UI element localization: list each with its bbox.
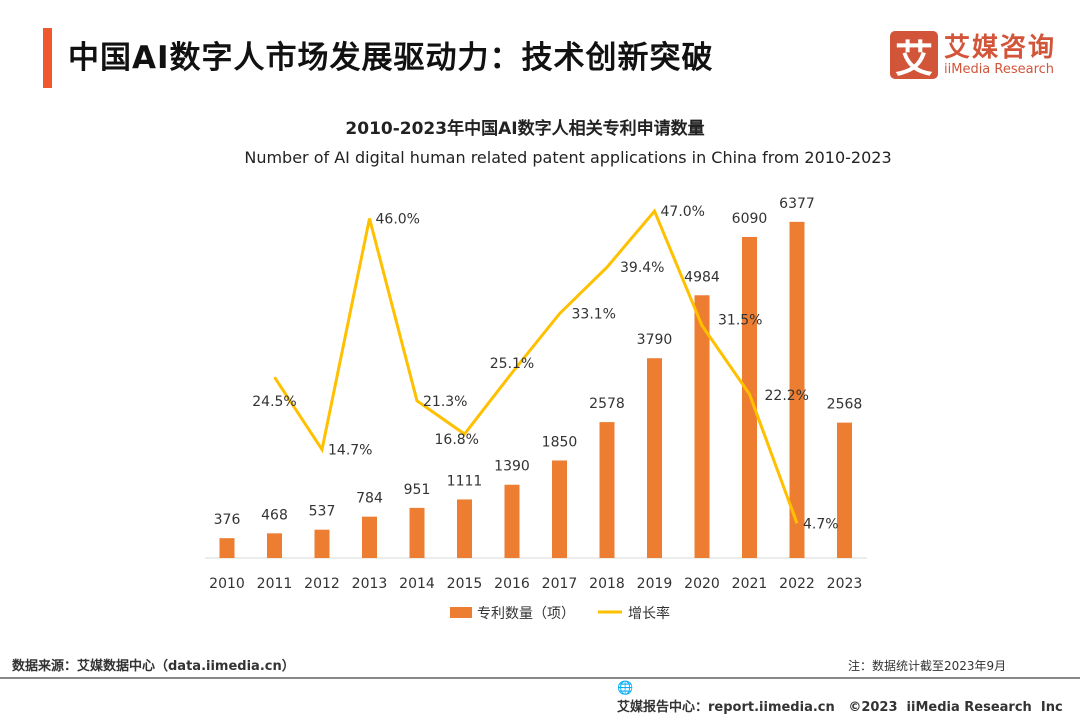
x-tick-label: 2021 (732, 576, 768, 592)
footer-divider (0, 677, 1080, 679)
bar-label: 1111 (447, 473, 483, 489)
bar-label: 4984 (684, 269, 720, 285)
x-tick-label: 2013 (352, 576, 388, 592)
title-accent-bar (43, 28, 52, 88)
bar (837, 422, 852, 558)
growth-label: 39.4% (620, 260, 664, 276)
x-tick-label: 2020 (684, 576, 720, 592)
x-tick-label: 2023 (827, 576, 863, 592)
growth-label: 31.5% (718, 313, 762, 329)
x-tick-label: 2019 (637, 576, 673, 592)
growth-label: 46.0% (376, 212, 420, 228)
legend-line-label: 增长率 (628, 605, 670, 622)
chart-subtitle: Number of AI digital human related paten… (244, 148, 892, 167)
footer-text: 艾媒报告中心：report.iimedia.cn ©2023 iiMedia R… (617, 700, 1063, 715)
data-note: 注：数据统计截至2023年9月 (848, 659, 1007, 673)
bar (647, 358, 662, 558)
footer-report: 🌐 艾媒报告中心：report.iimedia.cn ©2023 iiMedia… (617, 681, 1080, 715)
bar (789, 221, 805, 558)
data-source: 数据来源：艾媒数据中心（data.iimedia.cn） (12, 659, 295, 674)
x-tick-label: 2015 (447, 576, 483, 592)
x-tick-label: 2010 (209, 576, 245, 592)
growth-label: 14.7% (328, 443, 372, 459)
bar (409, 507, 425, 558)
bar-label: 376 (214, 512, 241, 528)
bar-label: 6090 (732, 211, 768, 227)
growth-label: 4.7% (803, 516, 839, 532)
growth-label: 24.5% (252, 394, 296, 410)
bar-label: 468 (261, 507, 288, 523)
growth-label: 25.1% (490, 356, 534, 372)
bar-label: 784 (356, 491, 383, 507)
logo-mark: 艾 (890, 31, 938, 81)
bar (552, 460, 567, 558)
bar (267, 533, 282, 558)
bar (694, 295, 710, 558)
bar (599, 422, 615, 558)
x-tick-label: 2016 (494, 576, 530, 592)
logo-en: iiMedia Research (944, 61, 1055, 77)
legend-bar-label: 专利数量（项） (477, 606, 575, 622)
growth-label: 16.8% (435, 432, 479, 448)
x-tick-label: 2022 (779, 576, 815, 592)
x-tick-label: 2011 (257, 576, 293, 592)
bar (362, 516, 377, 558)
bar-label: 2578 (589, 396, 625, 412)
bar-label: 2568 (827, 397, 863, 413)
bar-label: 1850 (542, 434, 578, 450)
bar (504, 484, 520, 558)
bar (314, 529, 330, 558)
bar-label: 951 (404, 482, 431, 498)
bar (219, 538, 235, 558)
x-tick-label: 2018 (589, 576, 625, 592)
growth-line (273, 208, 799, 524)
growth-label: 22.2% (765, 388, 809, 404)
bar-label: 6377 (779, 196, 815, 212)
iimedia-logo: 艾 艾媒咨询 iiMedia Research (890, 31, 1057, 81)
bar-label: 537 (309, 504, 336, 520)
chart-title: 2010-2023年中国AI数字人相关专利申请数量 (345, 119, 705, 139)
x-tick-label: 2014 (399, 576, 435, 592)
globe-icon: 🌐 (617, 681, 634, 696)
growth-label: 33.1% (572, 307, 616, 323)
growth-label: 21.3% (423, 394, 467, 410)
legend-bar-swatch (450, 607, 472, 618)
bar-label: 1390 (494, 459, 530, 475)
page-title: 中国AI数字人市场发展驱动力：技术创新突破 (68, 40, 714, 76)
x-tick-label: 2017 (542, 576, 578, 592)
bar-label: 3790 (637, 332, 673, 348)
logo-cn: 艾媒咨询 (944, 32, 1057, 63)
bar (457, 499, 472, 558)
growth-label: 47.0% (661, 204, 705, 220)
x-tick-label: 2012 (304, 576, 340, 592)
